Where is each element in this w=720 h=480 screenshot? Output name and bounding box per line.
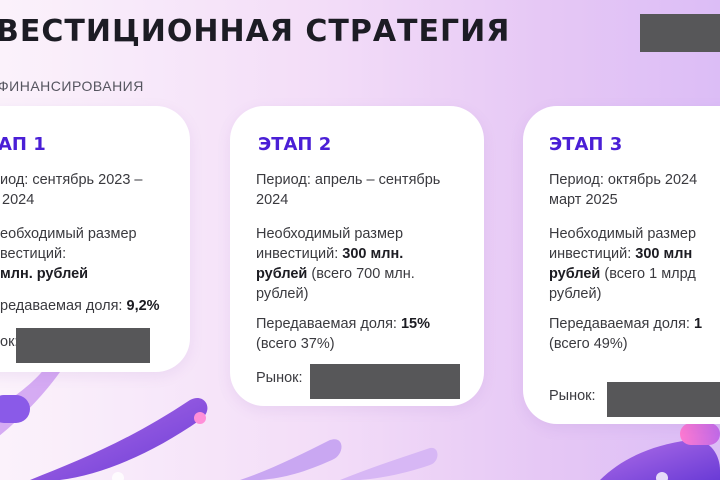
- investment-text: еобходимый размер вестиций: млн. рублей: [0, 226, 137, 282]
- redacted-market: [607, 382, 720, 417]
- stage-title: ЭТАП 2: [258, 134, 332, 155]
- stage-card-2: ЭТАП 2 Период: апрель – сентябрь 2024 Нео…: [230, 106, 484, 406]
- period-text: Период: октябрь 2024 март 2025: [549, 172, 698, 208]
- investment-text: Необходимый размер инвестиций: 300 млн. …: [256, 226, 415, 302]
- stage-title: АП 1: [0, 134, 46, 155]
- period-text: иод: сентябрь 2023 –2024: [0, 172, 143, 208]
- market-label: Рынок:: [256, 370, 303, 386]
- share-text: Передаваемая доля: 15% (всего 37%): [256, 316, 431, 352]
- market-label: Рынок:: [549, 388, 596, 404]
- market-label: ок:: [0, 334, 19, 350]
- stage-title: ЭТАП 3: [549, 134, 623, 155]
- page-subtitle: ФИНАНСИРОВАНИЯ: [0, 78, 144, 94]
- stage-card-1: АП 1 иод: сентябрь 2023 –2024 еобходимый…: [0, 106, 190, 372]
- period-text: Период: апрель – сентябрь 2024: [256, 172, 441, 208]
- page-title: ВЕСТИЦИОННАЯ СТРАТЕГИЯ: [0, 14, 511, 49]
- investment-text: Необходимый размер инвестиций: 300 млн р…: [549, 226, 697, 302]
- redacted-logo: [640, 14, 720, 52]
- share-text: Передаваемая доля: 1 (всего 49%): [549, 316, 703, 352]
- redacted-market: [310, 364, 460, 399]
- redacted-market: [16, 328, 150, 363]
- share-text: редаваемая доля: 9,2%: [0, 298, 160, 314]
- stage-card-3: ЭТАП 3 Период: октябрь 2024 март 2025 Нео…: [523, 106, 720, 424]
